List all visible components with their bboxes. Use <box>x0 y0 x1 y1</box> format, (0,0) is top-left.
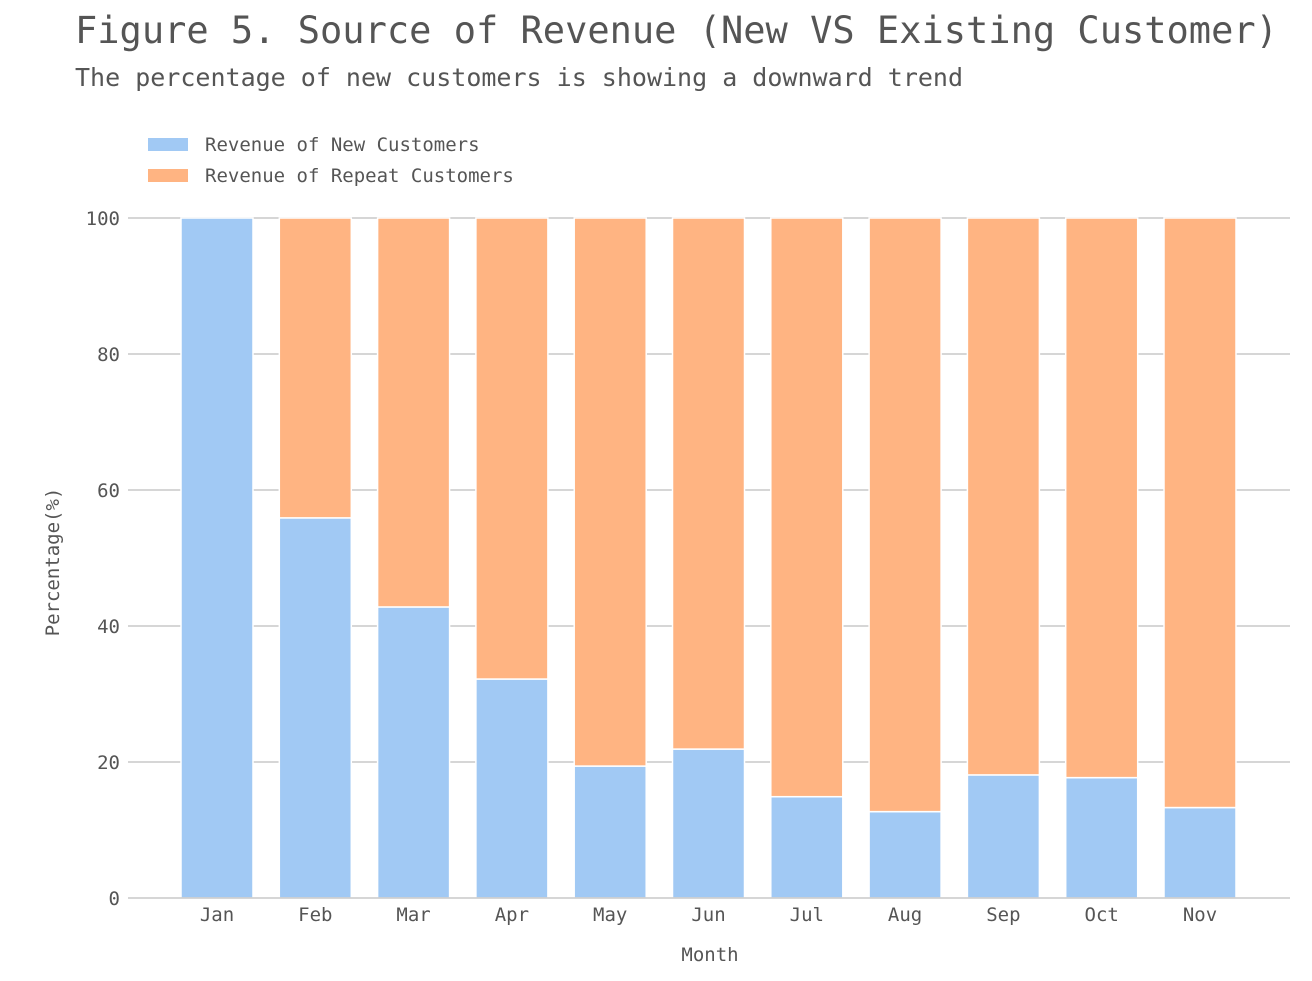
y-tick-label-100: 100 <box>86 208 120 230</box>
x-tick-label-jan: Jan <box>200 904 234 926</box>
bar-new-may <box>573 765 647 899</box>
bar-repeat-feb <box>278 217 353 519</box>
x-axis-ticks: Jan Feb Mar Apr May Jun Jul Aug Sep Oct Nov <box>200 904 1217 926</box>
x-tick-label-nov: Nov <box>1183 904 1217 926</box>
bar-new-jun <box>671 748 746 899</box>
x-tick-label-jul: Jul <box>790 904 824 926</box>
legend-swatch-new-customers <box>148 138 188 151</box>
x-tick-label-sep: Sep <box>986 904 1020 926</box>
bar-new-jan <box>180 217 254 899</box>
y-axis-label: Percentage(%) <box>42 488 64 637</box>
x-tick-label-oct: Oct <box>1085 904 1119 926</box>
bar-repeat-nov <box>1163 217 1237 809</box>
bar-repeat-aug <box>868 217 942 813</box>
bar-new-apr <box>475 678 549 899</box>
bars <box>180 217 1237 899</box>
chart-title: Figure 5. Source of Revenue (New VS Exis… <box>75 9 1278 52</box>
x-axis-label: Month <box>681 944 738 966</box>
legend: Revenue of New Customers Revenue of Repe… <box>148 134 514 187</box>
bar-repeat-apr <box>475 217 549 680</box>
x-tick-label-feb: Feb <box>298 904 332 926</box>
y-tick-label-80: 80 <box>97 344 120 366</box>
bar-new-sep <box>966 774 1041 899</box>
bar-new-jul <box>770 795 844 899</box>
bar-repeat-jun <box>671 217 746 750</box>
legend-label-new-customers: Revenue of New Customers <box>205 134 480 156</box>
x-tick-label-may: May <box>593 904 627 926</box>
y-tick-label-20: 20 <box>97 752 120 774</box>
bar-repeat-oct <box>1064 217 1139 779</box>
bar-repeat-may <box>573 217 647 767</box>
x-tick-label-aug: Aug <box>888 904 922 926</box>
x-tick-label-jun: Jun <box>691 904 725 926</box>
bar-repeat-mar <box>376 217 451 608</box>
x-tick-label-mar: Mar <box>396 904 430 926</box>
bar-repeat-jul <box>770 217 844 798</box>
y-tick-label-0: 0 <box>109 888 120 910</box>
legend-label-repeat-customers: Revenue of Repeat Customers <box>205 165 514 187</box>
bar-new-nov <box>1163 806 1237 899</box>
bar-repeat-sep <box>966 217 1041 776</box>
bar-new-feb <box>278 517 353 899</box>
chart-subtitle: The percentage of new customers is showi… <box>75 63 963 92</box>
x-tick-label-apr: Apr <box>495 904 529 926</box>
bar-new-mar <box>376 606 451 899</box>
bar-new-aug <box>868 810 942 899</box>
legend-swatch-repeat-customers <box>148 169 188 182</box>
y-axis-ticks: 0 20 40 60 80 100 <box>86 208 120 910</box>
y-tick-label-40: 40 <box>97 616 120 638</box>
bar-new-oct <box>1064 776 1139 899</box>
y-tick-label-60: 60 <box>97 480 120 502</box>
